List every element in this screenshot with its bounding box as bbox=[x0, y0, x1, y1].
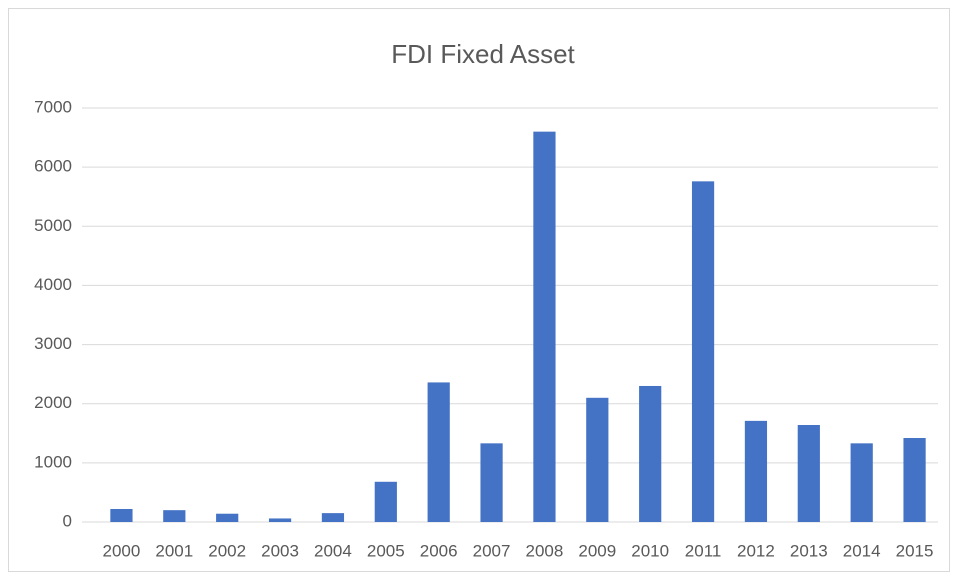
bar bbox=[850, 443, 873, 522]
bar bbox=[903, 438, 926, 522]
x-tick-label: 2015 bbox=[896, 541, 934, 560]
x-tick-label: 2008 bbox=[526, 541, 564, 560]
y-tick-label: 0 bbox=[63, 511, 72, 530]
bar bbox=[533, 131, 556, 522]
chart-title: FDI Fixed Asset bbox=[391, 39, 575, 69]
bar bbox=[744, 420, 768, 522]
x-tick-label: 2000 bbox=[103, 541, 141, 560]
y-tick-label: 7000 bbox=[34, 97, 72, 116]
x-tick-label: 2011 bbox=[685, 541, 722, 560]
bar bbox=[797, 425, 820, 522]
x-tick-label: 2001 bbox=[155, 541, 193, 560]
bar bbox=[321, 513, 345, 522]
bar bbox=[110, 508, 133, 522]
y-tick-label: 5000 bbox=[34, 216, 72, 235]
bar bbox=[374, 481, 397, 522]
y-tick-label: 3000 bbox=[34, 334, 72, 353]
bar bbox=[691, 181, 715, 522]
y-tick-label: 6000 bbox=[34, 157, 72, 176]
bar bbox=[427, 382, 450, 522]
x-tick-label: 2009 bbox=[578, 541, 616, 560]
bar bbox=[639, 385, 662, 522]
x-tick-label: 2002 bbox=[208, 541, 246, 560]
x-tick-label: 2012 bbox=[737, 541, 775, 560]
x-tick-label: 2006 bbox=[420, 541, 458, 560]
y-tick-label: 2000 bbox=[34, 393, 72, 412]
bar bbox=[216, 513, 239, 522]
bar bbox=[163, 510, 186, 522]
y-tick-label: 4000 bbox=[34, 275, 72, 294]
x-tick-label: 2007 bbox=[473, 541, 511, 560]
bar bbox=[480, 443, 503, 522]
y-tick-label: 1000 bbox=[34, 452, 72, 471]
x-tick-label: 2010 bbox=[631, 541, 669, 560]
bar bbox=[268, 518, 292, 522]
x-tick-label: 2005 bbox=[367, 541, 405, 560]
x-tick-label: 2003 bbox=[261, 541, 299, 560]
chart-border bbox=[8, 8, 950, 572]
bar bbox=[586, 397, 609, 522]
x-tick-label: 2014 bbox=[843, 541, 881, 560]
x-tick-label: 2004 bbox=[314, 541, 352, 560]
x-tick-label: 2013 bbox=[790, 541, 828, 560]
